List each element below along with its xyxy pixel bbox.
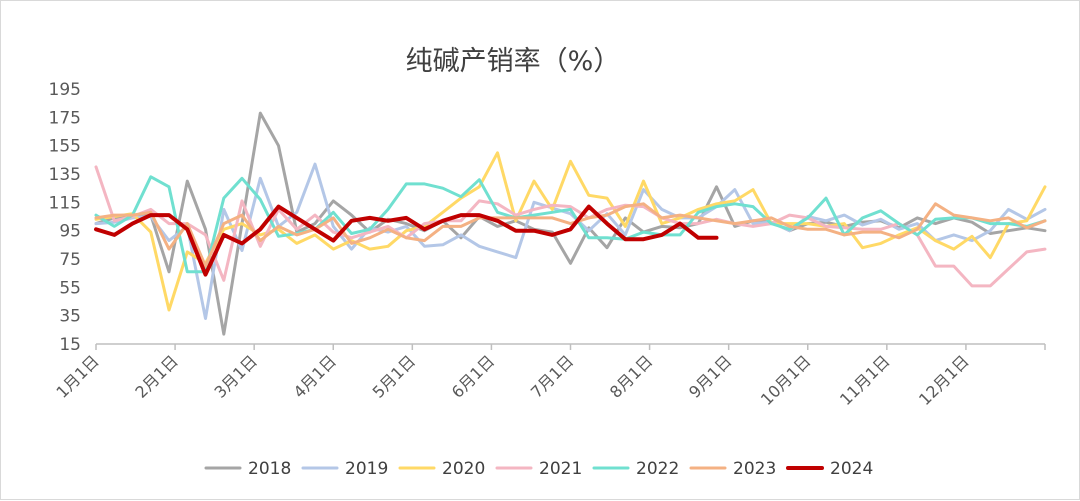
series-line-2019: [94, 162, 1047, 320]
x-axis: 1月1日 2月1日 3月1日 4月1日 5月1日 6月1日 7月1日 8月1日 9月1日 10月1…: [52, 343, 1046, 409]
y-tick-label: 135: [49, 165, 81, 185]
legend-label-2018: 2018: [248, 459, 291, 479]
x-tick-label: 5月1日: [369, 351, 419, 401]
y-axis-ticks: 15 35 55 75 95 115 135 155 175 195: [49, 80, 81, 355]
x-tick-label: 9月1日: [685, 351, 735, 401]
y-tick-label: 35: [59, 307, 81, 327]
legend: 2018 2019 2020 2021 2022 2023 2024: [204, 459, 873, 479]
x-tick-label: 2月1日: [131, 351, 181, 401]
series-line-2020: [94, 151, 1047, 312]
y-tick-label: 15: [59, 335, 81, 355]
legend-label-2023: 2023: [733, 459, 776, 479]
legend-label-2024: 2024: [830, 459, 873, 479]
x-tick-label: 4月1日: [290, 351, 340, 401]
x-tick-label: 8月1日: [606, 351, 656, 401]
x-tick-label: 6月1日: [448, 351, 498, 401]
legend-label-2021: 2021: [539, 459, 582, 479]
x-tick-label: 11月1日: [836, 351, 894, 409]
x-tick-label: 1月1日: [52, 351, 102, 401]
y-tick-label: 55: [59, 278, 81, 298]
y-tick-label: 155: [49, 137, 81, 157]
y-tick-label: 115: [49, 193, 81, 213]
legend-label-2020: 2020: [442, 459, 485, 479]
y-tick-label: 175: [49, 108, 81, 128]
y-tick-label: 95: [59, 222, 81, 242]
y-tick-label: 195: [49, 80, 81, 100]
chart-title: 纯碱产销率（%）: [406, 46, 621, 77]
x-tick-label: 10月1日: [757, 351, 815, 409]
series-lines: [94, 111, 1047, 336]
y-tick-label: 75: [59, 250, 81, 270]
x-tick-label: 7月1日: [527, 351, 577, 401]
legend-label-2022: 2022: [636, 459, 679, 479]
x-tick-label: 12月1日: [915, 351, 973, 409]
legend-label-2019: 2019: [345, 459, 388, 479]
series-line-2022: [94, 175, 1047, 274]
x-tick-label: 3月1日: [211, 351, 261, 401]
series-line-2024: [94, 204, 719, 277]
